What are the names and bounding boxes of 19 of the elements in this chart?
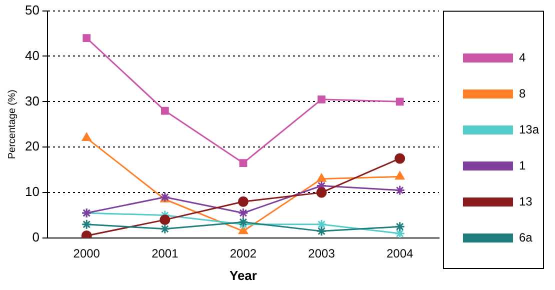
y-tick-label: 0 (32, 230, 40, 245)
legend-label: 1 (518, 158, 526, 172)
x-tick-label: 2004 (386, 246, 414, 261)
y-tick-label: 50 (24, 2, 40, 18)
y-axis-title: Percentage (%) (6, 90, 18, 160)
legend-label: 13 (518, 194, 533, 208)
x-tick-label: 2003 (308, 246, 336, 261)
legend-label: 13a (518, 122, 540, 136)
y-tick-label: 30 (24, 93, 40, 108)
legend-label: 6a (518, 230, 533, 244)
x-tick-label: 2002 (230, 246, 257, 261)
legend-label: 8 (518, 86, 526, 100)
y-tick-label: 20 (24, 138, 40, 154)
x-axis-title: Year (229, 268, 257, 283)
y-tick-label: 10 (24, 184, 40, 200)
y-tick-label: 40 (24, 48, 40, 63)
x-tick-label: 2000 (73, 246, 100, 261)
legend-label: 4 (518, 50, 526, 64)
x-tick-label: 2001 (152, 246, 179, 261)
